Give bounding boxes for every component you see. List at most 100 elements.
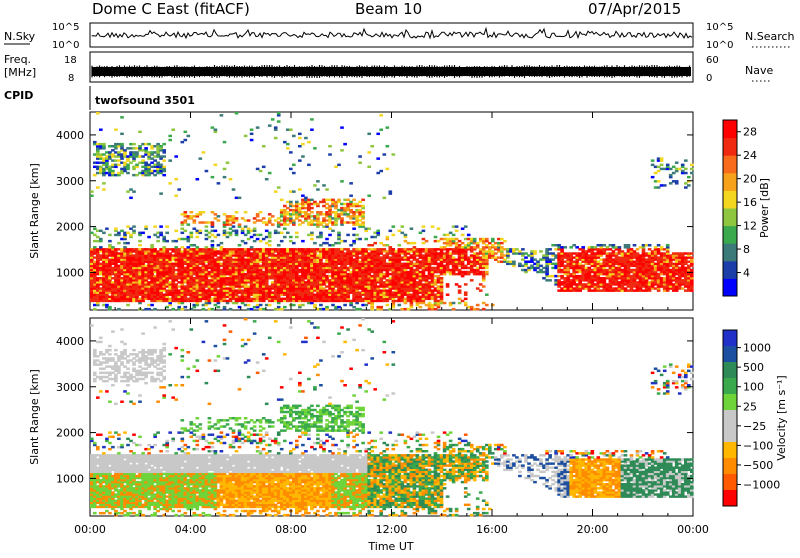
scatter-cell [298,133,302,135]
scatter-cell [401,283,405,285]
scatter-cell [199,230,203,232]
scatter-cell [491,250,495,252]
scatter-cell [310,129,314,131]
scatter-cell [205,234,209,236]
scatter-cell [286,232,290,234]
scatter-cell [99,162,103,164]
scatter-cell [310,199,314,201]
scatter-cell [135,174,139,176]
scatter-cell [99,246,103,248]
scatter-cell [220,300,224,302]
scatter-cell [138,240,142,242]
scatter-cell [226,162,230,164]
scatter-cell [443,302,447,304]
scatter-cell [325,277,329,279]
scatter-cell [422,230,426,232]
scatter-cell [346,294,350,296]
scatter-cell [437,306,441,308]
scatter-cell [168,302,172,304]
scatter-cell [379,261,383,263]
scatter-cell [379,289,383,291]
scatter-cell [241,230,245,232]
scatter-cell [440,302,444,304]
scatter-cell [319,211,323,213]
scatter-cell [328,153,332,155]
scatter-cell [482,246,486,248]
scatter-cell [138,250,142,252]
scatter-cell [159,256,163,258]
scatter-cell [280,252,284,254]
scatter-cell [102,182,106,184]
scatter-cell [340,211,344,213]
scatter-cell [440,285,444,287]
scatter-cell [280,283,284,285]
scatter-cell [361,267,365,269]
scatter-cell [298,261,302,263]
nsky-line [92,29,692,39]
scatter-cell [220,263,224,265]
scatter-cell [464,291,468,293]
scatter-cell [238,252,242,254]
scatter-cell [392,234,396,236]
scatter-cell [93,228,97,230]
scatter-cell [117,256,121,258]
scatter-cell [603,267,607,269]
scatter-cell [349,244,353,246]
scatter-cell [328,145,332,147]
scatter-cell [379,306,383,308]
scatter-cell [108,234,112,236]
scatter-cell [102,232,106,234]
scatter-cell [560,283,564,285]
scatter-cell [560,269,564,271]
scatter-cell [280,240,284,242]
scatter-cell [379,279,383,281]
scatter-cell [90,190,94,192]
scatter-cell [416,294,420,296]
scatter-cell [334,211,338,213]
scatter-cell [108,244,112,246]
scatter-cell [410,306,414,308]
scatter-cell [220,114,224,116]
scatter-cell [464,302,468,304]
scatter-cell [358,201,362,203]
scatter-cell [464,225,468,227]
scatter-cell [256,168,260,170]
scatter-cell [373,236,377,238]
nsearch-tick-low: 10^0 [706,40,733,51]
scatter-cell [386,126,390,128]
scatter-cell [241,217,245,219]
scatter-cell [96,302,100,304]
scatter-cell [379,129,383,131]
scatter-cell [307,201,311,203]
scatter-cell [512,261,516,263]
scatter-cell [159,273,163,275]
scatter-cell [461,228,465,230]
scatter-cell [491,244,495,246]
scatter-cell [138,147,142,149]
scatter-cell [250,133,254,135]
scatter-cell [117,242,121,244]
scatter-cell [280,285,284,287]
scatter-cell [358,162,362,164]
scatter-cell [603,279,607,281]
scatter-cell [253,240,257,242]
scatter-cell [105,304,109,306]
nave-tick-high: 60 [706,55,719,66]
scatter-cell [398,261,402,263]
nsearch-label: N.Search [745,30,795,43]
scatter-cell [401,252,405,254]
scatter-cell [159,296,163,298]
scatter-cell [328,228,332,230]
scatter-cell [247,250,251,252]
scatter-cell [235,230,239,232]
scatter-cell [99,254,103,256]
scatter-cell [422,256,426,258]
scatter-cell [464,283,468,285]
scatter-cell [422,263,426,265]
scatter-cell [289,201,293,203]
scatter-cell [93,174,97,176]
scatter-cell [274,126,278,128]
scatter-cell [171,308,175,310]
scatter-cell [331,230,335,232]
scatter-cell [274,137,278,139]
